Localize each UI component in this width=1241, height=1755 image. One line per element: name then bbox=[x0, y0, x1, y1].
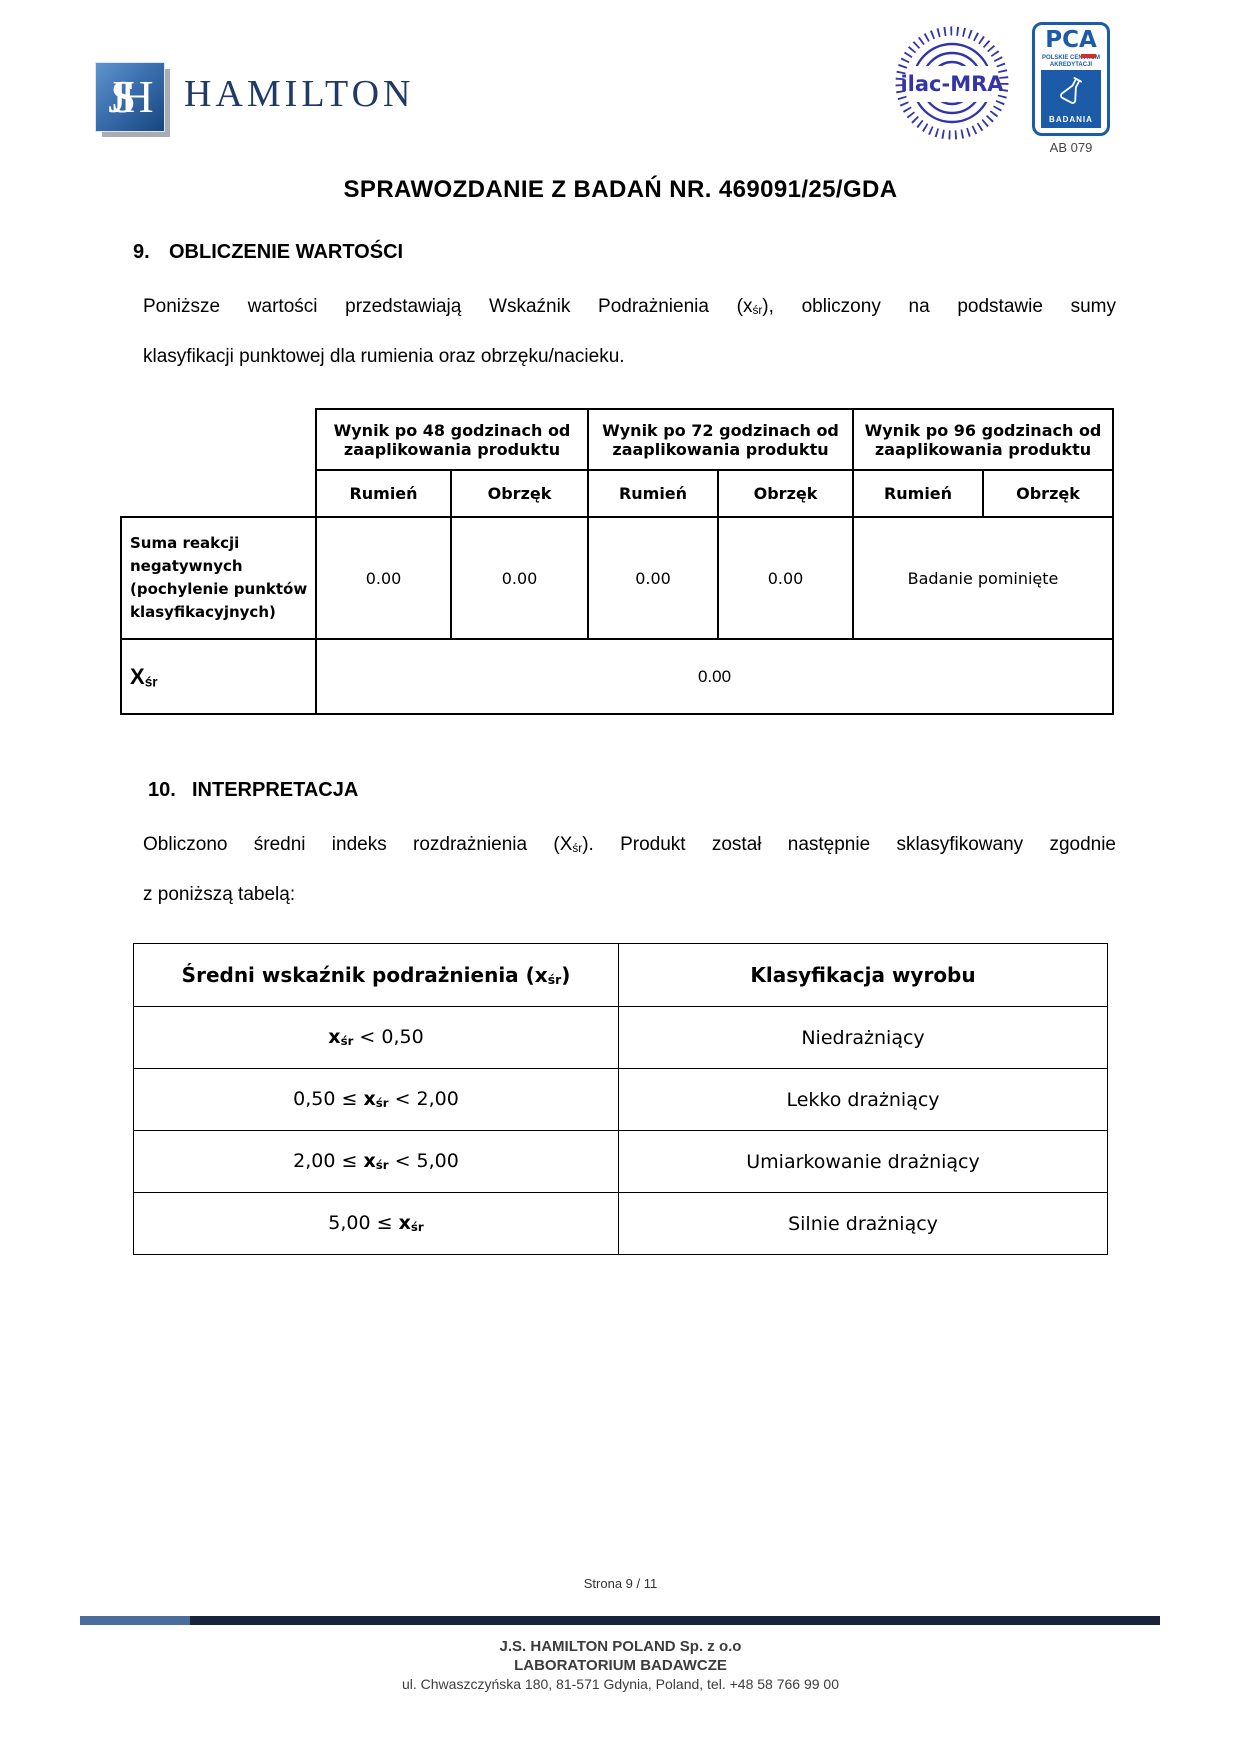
x-symbol: x bbox=[363, 1088, 376, 1111]
x-symbol: x bbox=[363, 1150, 376, 1173]
value-cell: 0.00 bbox=[315, 516, 452, 640]
header-text: Średni wskaźnik podrażnienia (x bbox=[181, 962, 548, 987]
subheader-cell: Rumień bbox=[852, 469, 984, 518]
paragraph-line: Poniższe wartości przedstawiają Wskaźnik… bbox=[143, 284, 1116, 334]
subscript: śr bbox=[752, 304, 763, 318]
column-group-72h: Wynik po 72 godzinach od zaaplikowania p… bbox=[587, 408, 854, 471]
section-10-title: INTERPRETACJA bbox=[192, 779, 359, 801]
ilac-mra-seal-icon: ilac-MRA bbox=[893, 24, 1011, 142]
pca-acronym: PCA bbox=[1045, 27, 1097, 53]
range-text: 2,00 ≤ bbox=[293, 1150, 364, 1173]
mean-symbol: X bbox=[130, 663, 145, 689]
table-row: xśr < 0,50 Niedrażniący bbox=[133, 1006, 1108, 1069]
classification-cell: Umiarkowanie drażniący bbox=[618, 1130, 1108, 1193]
mean-index-label: Xśr bbox=[120, 638, 317, 715]
column-group-96h: Wynik po 96 godzinach od zaaplikowania p… bbox=[852, 408, 1114, 471]
range-text: 5,00 ≤ bbox=[328, 1212, 399, 1235]
section-9-heading: 9. OBLICZENIE WARTOŚCI bbox=[133, 241, 403, 264]
value-cell: 0.00 bbox=[587, 516, 719, 640]
table-row: Suma reakcji negatywnych (pochylenie pun… bbox=[120, 516, 1114, 640]
report-title: SPRAWOZDANIE Z BADAŃ NR. 469091/25/GDA bbox=[343, 176, 898, 203]
pca-badge: BADANIA bbox=[1041, 70, 1101, 128]
classification-cell: Lekko drażniący bbox=[618, 1068, 1108, 1131]
subscript: śr bbox=[375, 1096, 389, 1111]
pca-badge-label: BADANIA bbox=[1049, 115, 1093, 124]
footer-bar-light-segment bbox=[80, 1616, 190, 1625]
value-cell: 0.00 bbox=[450, 516, 589, 640]
x-symbol: x bbox=[328, 1026, 341, 1049]
row-label-sum-of-reactions: Suma reakcji negatywnych (pochylenie pun… bbox=[120, 516, 317, 640]
range-text: < 0,50 bbox=[353, 1026, 424, 1049]
pca-flask-icon bbox=[1041, 72, 1101, 116]
range-text: < 5,00 bbox=[388, 1150, 459, 1173]
jsh-logo-icon: JSH bbox=[95, 62, 165, 132]
table-spacer-cell bbox=[121, 470, 316, 517]
paragraph-text: ). Produkt został następnie sklasyfikowa… bbox=[582, 834, 1117, 855]
table-row: 0,50 ≤ xśr < 2,00 Lekko drażniący bbox=[133, 1068, 1108, 1131]
classification-header-class: Klasyfikacja wyrobu bbox=[618, 943, 1108, 1007]
paragraph-text: Poniższe wartości przedstawiają Wskaźnik… bbox=[143, 296, 753, 317]
table-row: Xśr 0.00 bbox=[120, 638, 1114, 715]
section-9-number: 9. bbox=[133, 241, 150, 263]
pca-accreditation-number: AB 079 bbox=[1049, 140, 1093, 155]
ilac-mra-label: ilac-MRA bbox=[900, 72, 1004, 96]
table-spacer-cell bbox=[121, 409, 316, 470]
paragraph-line: z poniższą tabelą: bbox=[143, 884, 296, 906]
table-row: Rumień Obrzęk Rumień Obrzęk Rumień Obrzę… bbox=[121, 469, 1114, 518]
paragraph-line: Obliczono średni indeks rozdrażnienia (X… bbox=[143, 822, 1116, 872]
value-cell: 0.00 bbox=[717, 516, 854, 640]
pca-red-accent bbox=[1081, 54, 1096, 58]
header-text: ) bbox=[561, 962, 571, 987]
section-10-paragraph: Obliczono średni indeks rozdrażnienia (X… bbox=[143, 822, 1116, 918]
mean-value-cell: 0.00 bbox=[315, 638, 1114, 715]
section-9-paragraph: Poniższe wartości przedstawiają Wskaźnik… bbox=[143, 284, 1116, 380]
subscript: śr bbox=[547, 972, 562, 988]
subscript: śr bbox=[144, 673, 158, 689]
results-table: Wynik po 48 godzinach od zaaplikowania p… bbox=[120, 408, 1114, 715]
paragraph-text: ), obliczony na podstawie sumy bbox=[762, 296, 1116, 317]
subscript: śr bbox=[340, 1034, 354, 1049]
range-cell: 2,00 ≤ xśr < 5,00 bbox=[133, 1130, 619, 1193]
hamilton-logo-text: HAMILTON bbox=[184, 73, 415, 115]
section-10-heading: 10. INTERPRETACJA bbox=[148, 779, 358, 802]
subheader-cell: Obrzęk bbox=[450, 469, 589, 518]
footer-laboratory: LABORATORIUM BADAWCZE bbox=[514, 1657, 727, 1674]
subheader-cell: Rumień bbox=[315, 469, 452, 518]
range-cell: 0,50 ≤ xśr < 2,00 bbox=[133, 1068, 619, 1131]
paragraph-text: Obliczono średni indeks rozdrażnienia (X bbox=[143, 834, 573, 855]
subheader-cell: Rumień bbox=[587, 469, 719, 518]
classification-cell: Silnie drażniący bbox=[618, 1192, 1108, 1255]
classification-header-index: Średni wskaźnik podrażnienia (xśr) bbox=[133, 943, 619, 1007]
range-text: < 2,00 bbox=[388, 1088, 459, 1111]
classification-table: Średni wskaźnik podrażnienia (xśr) Klasy… bbox=[133, 943, 1108, 1255]
subheader-cell: Obrzęk bbox=[717, 469, 854, 518]
section-10-number: 10. bbox=[148, 779, 176, 801]
pca-org-line2: AKREDYTACJI bbox=[1049, 62, 1093, 68]
subscript: śr bbox=[572, 842, 583, 856]
x-symbol: x bbox=[398, 1212, 411, 1235]
subscript: śr bbox=[375, 1158, 389, 1173]
jsh-monogram: JSH bbox=[108, 71, 153, 122]
table-row: 2,00 ≤ xśr < 5,00 Umiarkowanie drażniący bbox=[133, 1130, 1108, 1193]
classification-cell: Niedrażniący bbox=[618, 1006, 1108, 1069]
subheader-cell: Obrzęk bbox=[982, 469, 1114, 518]
footer-company: J.S. HAMILTON POLAND Sp. z o.o bbox=[499, 1638, 742, 1655]
paragraph-line: klasyfikacji punktowej dla rumienia oraz… bbox=[143, 346, 625, 368]
subscript: śr bbox=[410, 1220, 424, 1235]
range-cell: xśr < 0,50 bbox=[133, 1006, 619, 1069]
section-9-title: OBLICZENIE WARTOŚCI bbox=[169, 241, 404, 263]
range-text: 0,50 ≤ bbox=[293, 1088, 364, 1111]
column-group-48h: Wynik po 48 godzinach od zaaplikowania p… bbox=[315, 408, 589, 471]
skipped-test-cell: Badanie pominięte bbox=[852, 516, 1114, 640]
table-row: 5,00 ≤ xśr Silnie drażniący bbox=[133, 1192, 1108, 1255]
footer-bar-dark-segment bbox=[190, 1616, 1160, 1625]
page-number: Strona 9 / 11 bbox=[583, 1576, 658, 1591]
range-cell: 5,00 ≤ xśr bbox=[133, 1192, 619, 1255]
table-row: Wynik po 48 godzinach od zaaplikowania p… bbox=[121, 408, 1114, 471]
footer-address: ul. Chwaszczyńska 180, 81-571 Gdynia, Po… bbox=[401, 1676, 839, 1692]
pca-logo: PCA POLSKIE CENTRUM AKREDYTACJI BADANIA bbox=[1032, 22, 1110, 136]
table-row: Średni wskaźnik podrażnienia (xśr) Klasy… bbox=[133, 943, 1108, 1007]
pca-org-line1: POLSKIE CENTRUM bbox=[1041, 55, 1100, 61]
